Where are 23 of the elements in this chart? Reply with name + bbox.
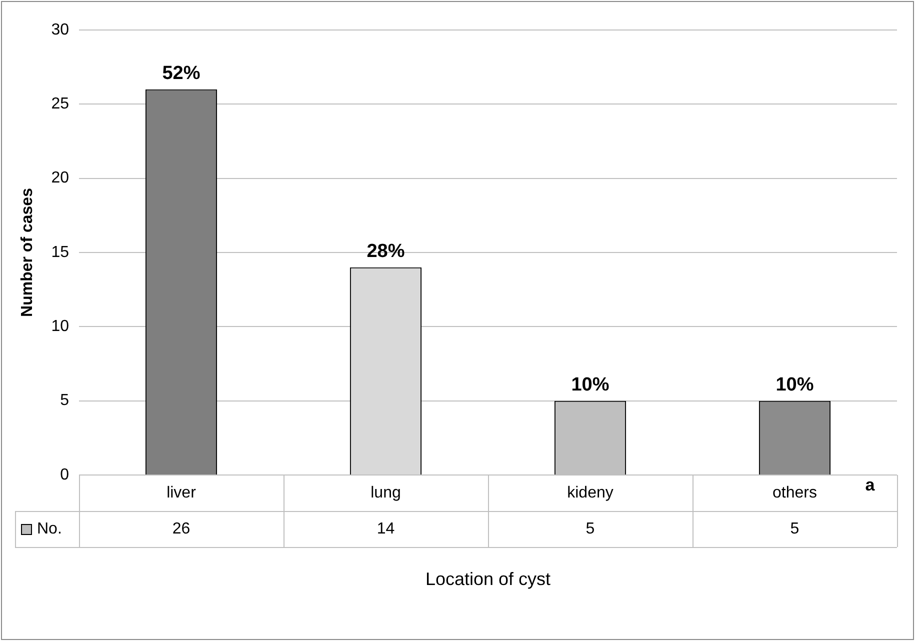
y-tick-label: 0 <box>60 466 70 484</box>
data-label: 5 <box>586 520 595 538</box>
x-tick-label: lung <box>370 484 401 502</box>
annotation: 28% <box>366 241 405 262</box>
y-tick-label: 15 <box>51 244 70 261</box>
y-tick-label: 30 <box>51 21 70 38</box>
legend-label: No. <box>37 520 62 538</box>
y-tick-label: 5 <box>60 392 70 410</box>
annotation: 10% <box>776 374 814 396</box>
data-label: 26 <box>172 520 190 538</box>
x-axis-title: Location of cyst <box>425 568 551 589</box>
y-axis-title: Number of cases <box>19 188 36 317</box>
data-label: 5 <box>790 520 800 538</box>
text: a <box>865 476 876 495</box>
annotation: 52% <box>162 63 200 84</box>
y-tick-label: 20 <box>51 170 70 187</box>
x-tick-label: kideny <box>567 484 614 502</box>
x-tick-label: liver <box>166 484 197 502</box>
annotation: 10% <box>571 374 610 396</box>
y-tick-label: 25 <box>51 96 70 113</box>
data-label: 14 <box>376 520 395 538</box>
x-tick-label: others <box>772 484 817 502</box>
y-tick-label: 10 <box>51 318 70 336</box>
